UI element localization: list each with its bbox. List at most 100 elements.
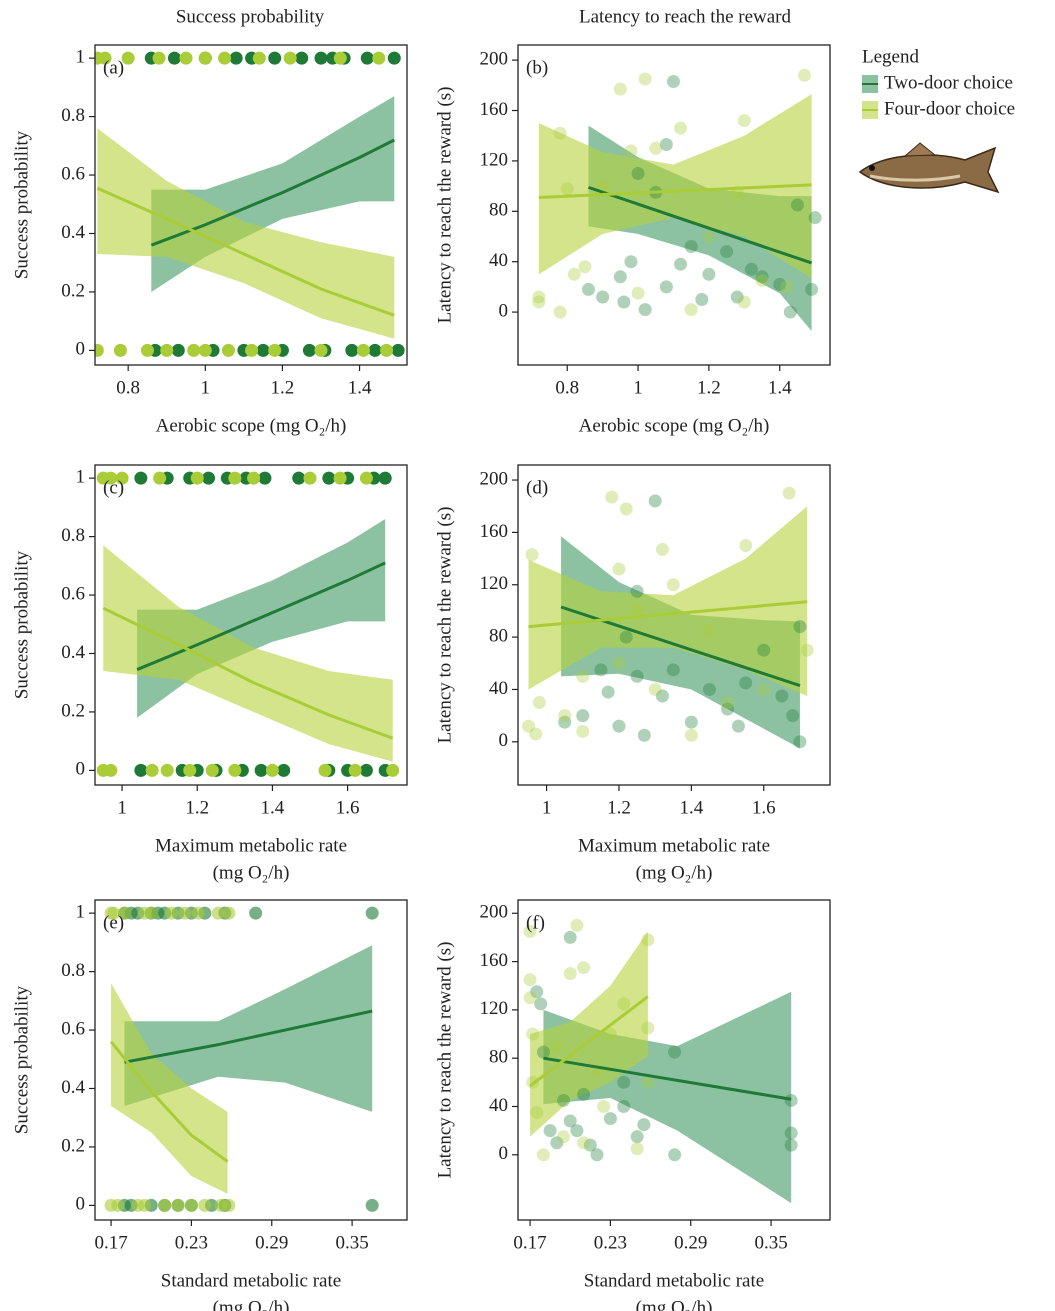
plot-area <box>521 486 814 749</box>
y-axis-label: Latency to reach the reward (s) <box>434 507 455 744</box>
y-axis-label: Success probability <box>11 130 32 279</box>
fit-line <box>109 1040 229 1163</box>
confidence-band <box>124 945 373 1112</box>
x-tick-label: 0.17 <box>513 1232 546 1253</box>
y-tick-label: 40 <box>489 1095 508 1116</box>
data-point <box>773 277 787 291</box>
y-tick-label: 80 <box>489 625 508 646</box>
x-axis-label: (mg O₂/h) <box>213 862 290 883</box>
data-point <box>702 267 716 281</box>
data-point <box>368 343 382 357</box>
data-point <box>205 763 219 777</box>
data-point <box>786 709 800 723</box>
data-point <box>674 121 688 135</box>
fish-icon <box>858 142 1000 194</box>
data-point <box>221 343 235 357</box>
y-tick-label: 120 <box>480 149 509 170</box>
data-point <box>302 343 316 357</box>
data-point <box>790 198 804 212</box>
data-point <box>523 991 537 1005</box>
x-tick-label: 0.8 <box>116 377 140 398</box>
data-point <box>659 280 673 294</box>
x-tick-label: 1.2 <box>607 797 631 818</box>
data-point <box>808 211 822 225</box>
data-point <box>744 262 758 276</box>
data-point <box>793 735 807 749</box>
x-tick-label: 0.23 <box>175 1232 208 1253</box>
data-point <box>121 51 135 65</box>
data-point <box>755 270 769 284</box>
data-point <box>648 494 662 508</box>
axes-box <box>94 464 408 786</box>
fit-line <box>543 1056 792 1101</box>
data-point <box>617 295 631 309</box>
data-point <box>534 997 548 1011</box>
y-tick-label: 0.8 <box>61 525 85 546</box>
data-point <box>560 182 574 196</box>
confidence-band <box>530 931 648 1137</box>
column-header: Success probability <box>176 6 325 27</box>
data-point <box>800 643 814 657</box>
fit-line <box>124 1009 373 1064</box>
data-point <box>576 724 590 738</box>
data-point <box>380 343 394 357</box>
data-point <box>666 663 680 677</box>
data-point <box>536 1148 550 1162</box>
data-point <box>782 486 796 500</box>
panel-label: (b) <box>526 57 548 78</box>
data-point <box>784 1138 798 1152</box>
data-point <box>577 961 591 975</box>
x-axis-label: (mg O₂/h) <box>636 1297 713 1311</box>
axes-box <box>517 464 831 786</box>
panel-label: (d) <box>526 477 548 498</box>
data-point <box>597 1099 611 1113</box>
y-tick-label: 120 <box>480 573 509 594</box>
data-point <box>95 343 104 357</box>
data-point <box>333 471 347 485</box>
data-point <box>553 126 567 140</box>
data-point <box>612 656 626 670</box>
panel-label: (c) <box>103 477 124 498</box>
data-point <box>558 709 572 723</box>
data-point <box>359 763 373 777</box>
data-point <box>222 906 236 920</box>
x-tick-label: 0.17 <box>94 1232 127 1253</box>
data-point <box>739 676 753 690</box>
y-tick-label: 0.2 <box>61 700 85 721</box>
data-point <box>532 696 546 710</box>
data-point <box>365 906 379 920</box>
data-point <box>612 719 626 733</box>
data-point <box>265 763 279 777</box>
y-tick-label: 0 <box>499 300 509 321</box>
y-tick-label: 0.4 <box>61 1077 85 1098</box>
data-point <box>198 1198 212 1212</box>
plot-area <box>95 51 405 357</box>
data-point <box>684 728 698 742</box>
data-point <box>757 643 771 657</box>
x-tick-label: 0.29 <box>255 1232 288 1253</box>
data-point <box>563 1114 577 1128</box>
x-tick-label: 1.2 <box>697 377 721 398</box>
x-tick-label: 1.4 <box>679 797 703 818</box>
data-point <box>594 663 608 677</box>
data-point <box>648 682 662 696</box>
x-tick-label: 1.2 <box>185 797 209 818</box>
x-tick-label: 1.4 <box>261 797 285 818</box>
data-point <box>805 282 819 296</box>
data-point <box>211 906 225 920</box>
plot-area <box>96 471 400 777</box>
data-point <box>637 1118 651 1132</box>
data-point <box>702 229 716 243</box>
data-point <box>252 51 266 65</box>
data-point <box>721 702 735 716</box>
data-point <box>104 763 118 777</box>
data-point <box>631 167 645 181</box>
data-point <box>570 1124 584 1138</box>
data-point <box>563 967 577 981</box>
x-axis-label: Aerobic scope (mg O₂/h) <box>579 415 770 436</box>
data-point <box>187 343 201 357</box>
data-point <box>356 343 370 357</box>
data-point <box>249 906 263 920</box>
data-point <box>303 471 317 485</box>
